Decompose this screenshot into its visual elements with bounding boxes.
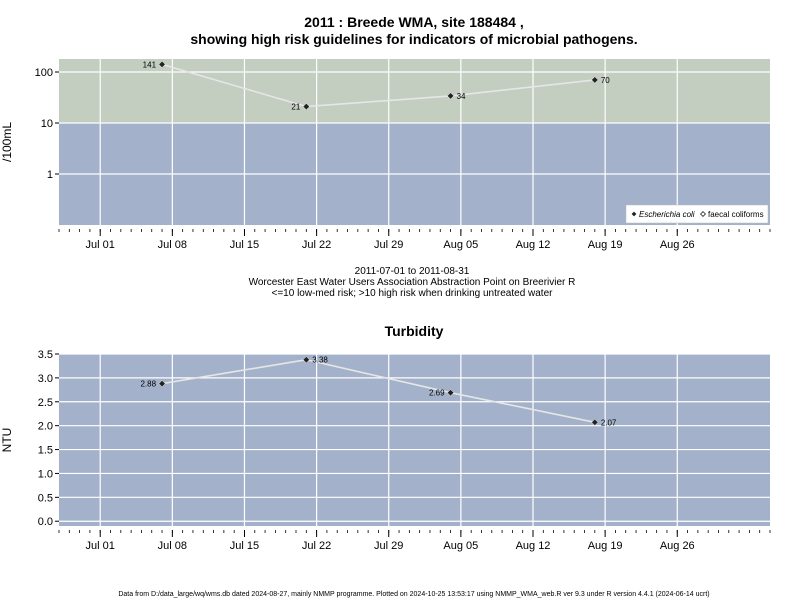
y-tick-label: 0.0 bbox=[38, 516, 53, 528]
footer-note: Data from D:/data_large/wq/wms.db dated … bbox=[118, 591, 709, 598]
series-line bbox=[161, 63, 595, 108]
x-tick-label: Aug 26 bbox=[660, 540, 695, 552]
data-label: 2.88 bbox=[140, 380, 156, 389]
x-tick-label: Jul 01 bbox=[86, 540, 115, 552]
data-point bbox=[591, 418, 599, 426]
data-label: 3.38 bbox=[312, 356, 328, 365]
chart2-panel: 0.0 0.5 1.0 1.5 2.0 2.5 3.0 3.5 Jul 01 Jul 08 Jul … bbox=[0, 349, 771, 552]
data-point bbox=[447, 92, 455, 100]
legend-box bbox=[625, 204, 769, 224]
data-point bbox=[302, 356, 310, 364]
x-tick-label: Aug 05 bbox=[443, 540, 478, 552]
x-tick-label: Aug 19 bbox=[588, 540, 623, 552]
data-point bbox=[447, 389, 455, 397]
y-axis-label: /100mL bbox=[0, 122, 14, 162]
risk-guideline-text: <=10 low-med risk; >10 high risk when dr… bbox=[272, 288, 554, 299]
y-tick-label: 10 bbox=[41, 118, 53, 130]
x-tick-label: Aug 26 bbox=[660, 239, 695, 251]
site-description-text: Worcester East Water Users Association A… bbox=[249, 277, 576, 288]
x-tick-label: Aug 12 bbox=[516, 540, 551, 552]
data-label: 70 bbox=[601, 76, 610, 85]
x-tick-label: Jul 22 bbox=[302, 540, 331, 552]
y-tick-label: 2.5 bbox=[38, 397, 53, 409]
y-tick-label: 100 bbox=[35, 67, 53, 79]
x-tick-label: Jul 29 bbox=[374, 239, 403, 251]
y-axis-label: NTU bbox=[0, 428, 14, 453]
x-tick-label: Aug 05 bbox=[443, 239, 478, 251]
legend-faecal-label: faecal coliforms bbox=[708, 210, 764, 219]
data-point bbox=[158, 60, 166, 68]
data-label: 34 bbox=[457, 92, 466, 101]
x-tick-label: Aug 19 bbox=[588, 239, 623, 251]
x-tick-label: Jul 22 bbox=[302, 239, 331, 251]
data-point bbox=[302, 103, 310, 111]
series-line bbox=[161, 358, 595, 424]
y-tick-label: 3.5 bbox=[38, 349, 53, 361]
data-label: 21 bbox=[291, 103, 300, 112]
chart1-title-line2: showing high risk guidelines for indicat… bbox=[190, 31, 637, 47]
x-tick-label: Jul 15 bbox=[230, 540, 259, 552]
data-label: 141 bbox=[143, 60, 157, 69]
chart1-title-line1: 2011 : Breede WMA, site 188484 , bbox=[304, 14, 523, 30]
y-tick-label: 2.0 bbox=[38, 421, 53, 433]
data-point bbox=[591, 76, 599, 84]
x-tick-label: Jul 15 bbox=[230, 239, 259, 251]
y-tick-label: 0.5 bbox=[38, 492, 53, 504]
x-tick-label: Jul 01 bbox=[86, 239, 115, 251]
x-tick-label: Aug 12 bbox=[516, 239, 551, 251]
legend-ecoli-marker bbox=[631, 211, 637, 217]
high-risk-zone bbox=[59, 59, 770, 124]
y-tick-label: 3.0 bbox=[38, 373, 53, 385]
x-tick-label: Jul 08 bbox=[158, 540, 187, 552]
legend-faecal-marker bbox=[700, 211, 706, 217]
y-tick-label: 1.0 bbox=[38, 468, 53, 480]
chart1-panel: 1 10 100 Jul 01 Jul 08 Jul 15 Jul 22 Jul 29 Aug … bbox=[0, 59, 771, 251]
data-label: 2.07 bbox=[601, 418, 617, 427]
chart2-title: Turbidity bbox=[385, 323, 444, 339]
data-label: 2.69 bbox=[429, 389, 445, 398]
legend-ecoli-label: Escherichia coli bbox=[639, 210, 695, 219]
x-tick-label: Jul 08 bbox=[158, 239, 187, 251]
y-tick-label: 1.5 bbox=[38, 445, 53, 457]
plot-background bbox=[59, 354, 770, 526]
y-tick-label: 1 bbox=[47, 169, 53, 181]
date-range-text: 2011-07-01 to 2011-08-31 bbox=[355, 266, 470, 277]
x-tick-label: Jul 29 bbox=[374, 540, 403, 552]
data-point bbox=[158, 380, 166, 388]
